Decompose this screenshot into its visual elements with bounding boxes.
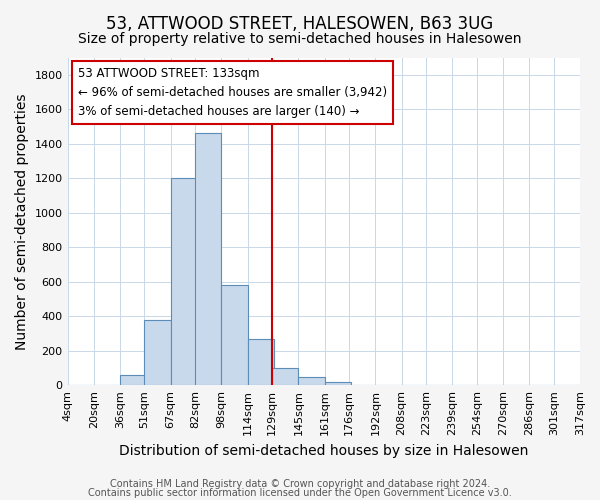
Bar [170, 178, 197, 386]
Bar [221, 285, 248, 386]
Bar [120, 375, 146, 386]
Text: 53 ATTWOOD STREET: 133sqm
← 96% of semi-detached houses are smaller (3,942)
3% o: 53 ATTWOOD STREET: 133sqm ← 96% of semi-… [78, 68, 387, 118]
Bar [325, 382, 351, 386]
Text: 53, ATTWOOD STREET, HALESOWEN, B63 3UG: 53, ATTWOOD STREET, HALESOWEN, B63 3UG [106, 15, 494, 33]
Text: Contains public sector information licensed under the Open Government Licence v3: Contains public sector information licen… [88, 488, 512, 498]
Bar [145, 320, 170, 386]
X-axis label: Distribution of semi-detached houses by size in Halesowen: Distribution of semi-detached houses by … [119, 444, 529, 458]
Bar [248, 338, 274, 386]
Text: Size of property relative to semi-detached houses in Halesowen: Size of property relative to semi-detach… [78, 32, 522, 46]
Y-axis label: Number of semi-detached properties: Number of semi-detached properties [15, 93, 29, 349]
Bar [298, 376, 325, 386]
Bar [272, 368, 298, 386]
Bar [195, 134, 221, 386]
Text: Contains HM Land Registry data © Crown copyright and database right 2024.: Contains HM Land Registry data © Crown c… [110, 479, 490, 489]
